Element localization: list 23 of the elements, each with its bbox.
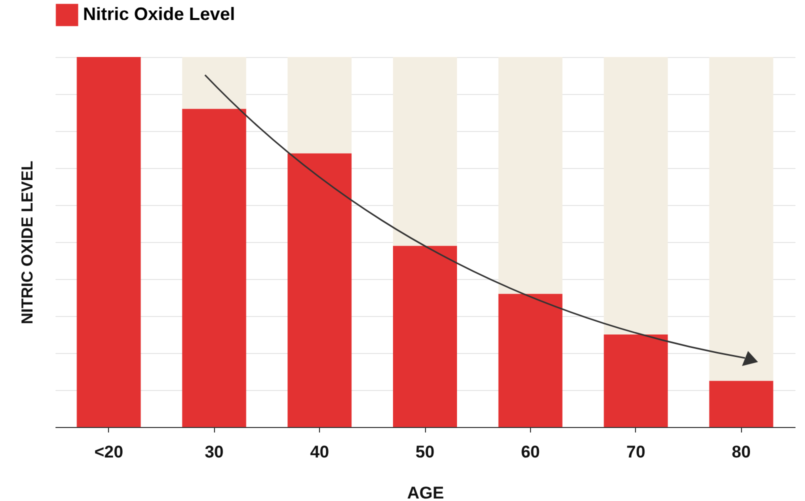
x-tick-label: 50 — [416, 442, 434, 462]
bar — [604, 334, 668, 427]
x-tick-label: <20 — [94, 442, 124, 462]
x-tick-label: 80 — [732, 442, 751, 462]
bar — [709, 380, 774, 427]
bar — [604, 57, 668, 334]
y-axis-title: NITRIC OXIDE LEVEL — [20, 160, 36, 324]
bar — [182, 57, 246, 109]
x-axis-title: AGE — [407, 484, 444, 501]
bar — [498, 57, 562, 294]
bar — [76, 57, 141, 427]
x-tick-label: 60 — [520, 442, 540, 462]
bar — [182, 108, 246, 427]
x-tick-label: 30 — [204, 442, 224, 462]
bar — [288, 153, 352, 427]
bar — [393, 246, 457, 427]
bar — [709, 57, 774, 381]
bar — [498, 294, 562, 427]
x-tick-label: 70 — [626, 442, 646, 462]
x-tick-label: 40 — [310, 442, 330, 462]
legend-label: Nitric Oxide Level — [83, 4, 236, 24]
bar — [288, 57, 352, 154]
bar — [393, 57, 457, 246]
